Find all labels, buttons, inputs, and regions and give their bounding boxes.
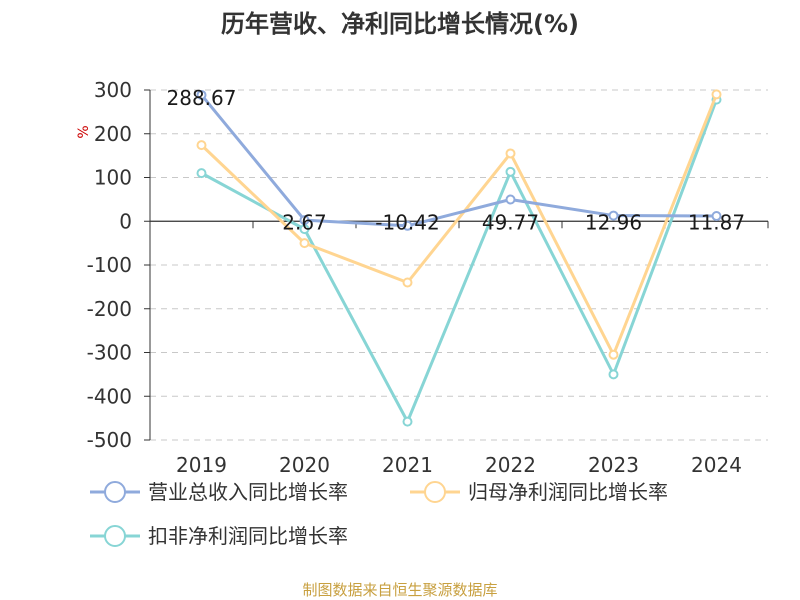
legend-marker (424, 481, 446, 503)
legend-label: 归母净利润同比增长率 (468, 480, 668, 504)
data-label: 11.87 (688, 210, 745, 234)
series-line (200, 99, 718, 424)
y-unit-label: % (76, 125, 92, 138)
series (196, 89, 722, 427)
data-label: 2.67 (282, 210, 327, 234)
legend-marker (104, 525, 126, 547)
series-line (200, 94, 717, 228)
data-point (402, 277, 413, 288)
data-point (402, 416, 413, 427)
x-tick-label: 2023 (588, 453, 639, 477)
grid (150, 89, 768, 441)
data-point (196, 89, 207, 100)
source-note: 制图数据来自恒生聚源数据库 (302, 581, 497, 599)
y-tick-label: 100 (94, 166, 132, 190)
x-tick-label: 2022 (485, 453, 536, 477)
y-tick-label: -100 (87, 253, 132, 277)
x-tick-label: 2021 (382, 453, 433, 477)
data-point (299, 224, 310, 235)
data-point (711, 211, 722, 222)
data-point (299, 238, 310, 249)
y-tick-label: 300 (94, 78, 132, 102)
data-label: 12.96 (585, 210, 642, 234)
y-tick-label: 0 (119, 209, 132, 233)
y-tick-label: -500 (87, 428, 132, 452)
data-point (196, 140, 207, 151)
x-tick-label: 2019 (176, 453, 227, 477)
data-labels: 288.67 2.67 -10.42 49.77 12.96 11.87 (167, 86, 746, 234)
data-point (505, 194, 516, 205)
y-tick-label: -200 (87, 297, 132, 321)
data-point (505, 148, 516, 159)
axes: 300 200 100 0 -100 -200 -300 -400 -500 2019 2020 20… (87, 78, 769, 477)
legend-marker (104, 481, 126, 503)
legend-label: 营业总收入同比增长率 (148, 480, 348, 504)
x-tick-label: 2024 (691, 453, 742, 477)
legend-label: 扣非净利润同比增长率 (148, 524, 348, 548)
data-point (608, 349, 619, 360)
y-tick-label: -400 (87, 384, 132, 408)
data-point (608, 369, 619, 380)
data-label: -10.42 (375, 210, 439, 234)
data-point (505, 166, 516, 177)
chart-title: 历年营收、净利同比增长情况(%) (221, 10, 579, 38)
y-tick-label: 200 (94, 122, 132, 146)
data-label: 288.67 (167, 86, 237, 110)
data-point (196, 168, 207, 179)
data-point (299, 215, 310, 226)
x-tick-label: 2020 (279, 453, 330, 477)
data-point (402, 220, 413, 231)
series-line (200, 93, 718, 357)
data-point (608, 210, 619, 221)
y-tick-label: -300 (87, 341, 132, 365)
data-point (711, 89, 722, 100)
data-label: 49.77 (482, 210, 539, 234)
